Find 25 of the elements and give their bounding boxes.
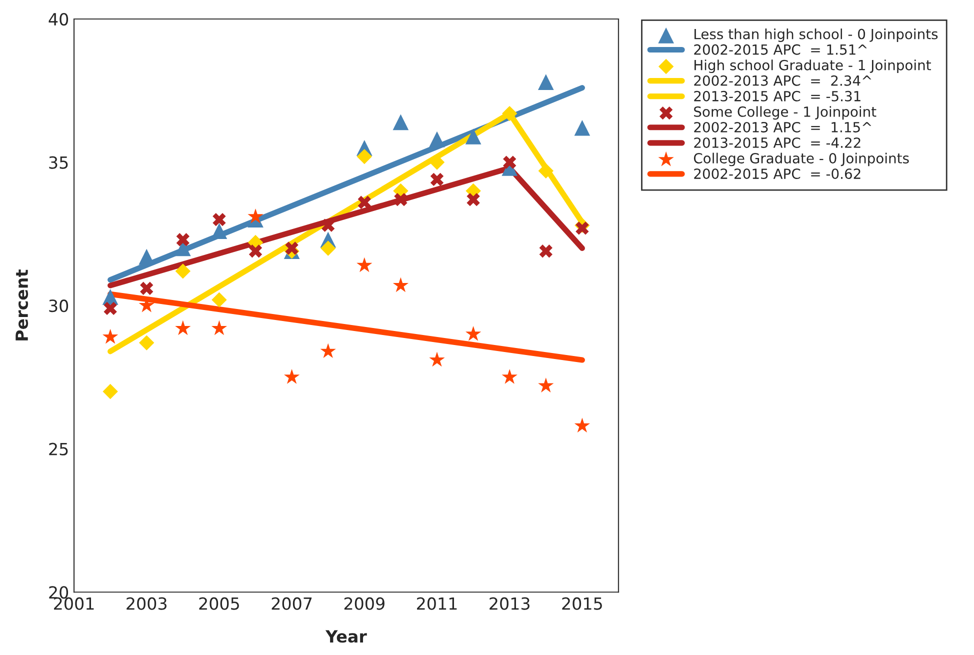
y-tick-label: 30 — [49, 300, 68, 312]
x-tick-label: 2007 — [272, 597, 312, 610]
legend-label: 2002-2013 APC = 2.34^ — [694, 75, 872, 86]
x-tick-label: 2011 — [417, 597, 457, 610]
y-axis-title: Percent — [16, 270, 28, 340]
x-tick-label: 2005 — [199, 597, 239, 610]
y-tick-label: 35 — [49, 156, 68, 169]
x-axis-title: Year — [325, 630, 367, 643]
legend-label: 2002-2013 APC = 1.15^ — [694, 122, 872, 132]
legend-label: High school Graduate - 1 Joinpoint — [694, 60, 931, 74]
legend-label: Some College - 1 Joinpoint — [694, 106, 876, 120]
y-tick-label: 25 — [49, 442, 68, 456]
x-tick-label: 2003 — [126, 597, 166, 610]
legend-label: College Graduate - 0 Joinpoints — [694, 152, 909, 166]
legend-label: Less than high school - 0 Joinpoints — [694, 28, 938, 42]
x-tick-label: 2009 — [344, 597, 384, 610]
legend-label: 2013-2015 APC = -5.31 — [694, 90, 860, 102]
legend-label: 2013-2015 APC = -4.22 — [694, 137, 860, 148]
legend-label: 2002-2015 APC = -0.62 — [694, 168, 860, 180]
x-tick-label: 2001 — [54, 597, 94, 610]
y-tick-label: 40 — [48, 12, 68, 26]
y-tick-label: 20 — [49, 586, 68, 599]
legend-label: 2002-2015 APC = 1.51^ — [694, 44, 867, 55]
x-tick-label: 2013 — [490, 597, 530, 610]
x-tick-label: 2015 — [562, 597, 602, 610]
